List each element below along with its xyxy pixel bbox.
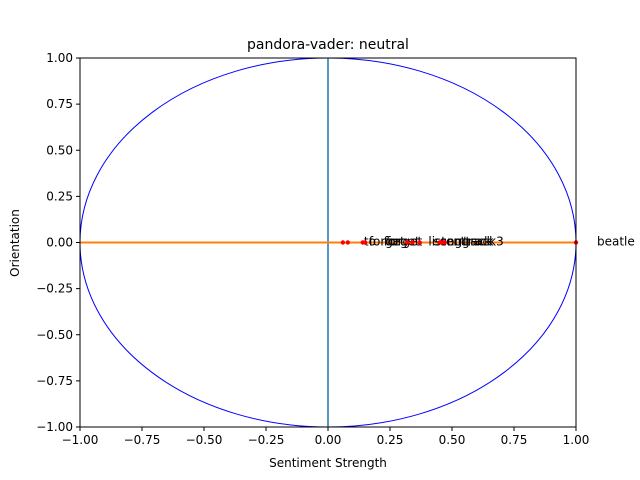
y-tick-label: 0.25 xyxy=(46,189,73,203)
data-point-label: song xyxy=(441,235,470,249)
x-tick-label: 1.00 xyxy=(563,433,590,447)
data-point-label: forget xyxy=(369,235,405,249)
data-point-label: track xyxy=(461,235,492,249)
data-point-label: track3 xyxy=(466,235,504,249)
x-tick-label: −1.00 xyxy=(62,433,99,447)
plot-frame xyxy=(79,57,577,428)
data-point xyxy=(417,240,422,245)
x-tick-label: 0.00 xyxy=(315,433,342,447)
plot-area: beatletoforgetforgetforgetlistensongsong… xyxy=(79,57,635,428)
x-tick-label: 0.75 xyxy=(501,433,528,447)
y-tick-label: −1.00 xyxy=(36,420,73,434)
y-tick-label: −0.75 xyxy=(36,374,73,388)
x-tick-label: −0.50 xyxy=(186,433,223,447)
data-point-label: forget xyxy=(384,235,420,249)
x-tick-label: −0.25 xyxy=(248,433,285,447)
x-tick-label: 0.25 xyxy=(377,433,404,447)
y-tick-label: −0.50 xyxy=(36,328,73,342)
y-tick-label: 0.50 xyxy=(46,143,73,157)
data-point xyxy=(405,240,410,245)
y-tick-label: 1.00 xyxy=(46,51,73,65)
data-point-label: to xyxy=(364,235,376,249)
y-tick-label: 0.00 xyxy=(46,236,73,250)
x-tick-label: −0.75 xyxy=(124,433,161,447)
data-point-label: beatle xyxy=(597,235,635,249)
y-tick-label: 0.75 xyxy=(46,97,73,111)
x-axis-label: Sentiment Strength xyxy=(269,456,387,470)
data-point xyxy=(345,240,351,245)
chart-title: pandora-vader: neutral xyxy=(247,37,409,53)
data-point xyxy=(442,240,447,245)
y-axis-label: Orientation xyxy=(8,209,22,277)
data-point-label: song xyxy=(433,235,462,249)
data-point xyxy=(410,240,415,245)
data-point xyxy=(340,240,346,245)
data-point-label: forget xyxy=(386,235,422,249)
axis-ticks: −1.00 −0.75 −0.50 −0.25 0.00 0.25 0.50 0.75 1.00… xyxy=(36,51,589,447)
x-tick-label: 0.50 xyxy=(439,433,466,447)
data-point xyxy=(363,240,368,245)
data-point-label: track xyxy=(463,235,494,249)
y-tick-label: −0.25 xyxy=(36,282,73,296)
